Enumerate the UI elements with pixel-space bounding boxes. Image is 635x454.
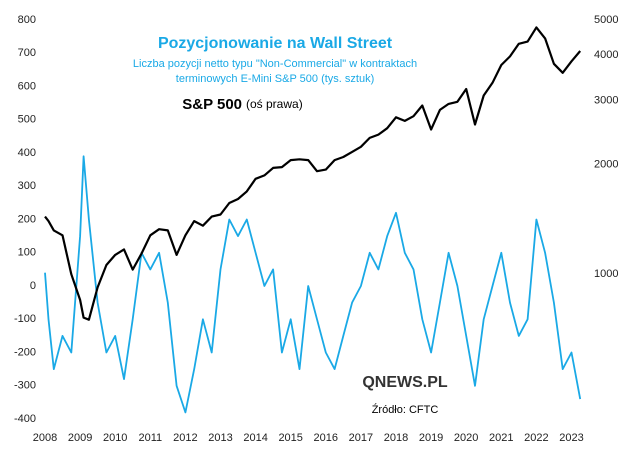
y-tick-label: 500 bbox=[18, 114, 36, 126]
series-line bbox=[44, 155, 582, 414]
series-label: S&P 500 bbox=[182, 96, 242, 113]
y-tick-label: -200 bbox=[14, 346, 36, 358]
source: Źródło: CFTC bbox=[372, 403, 439, 416]
y-tick-label: 100 bbox=[18, 247, 36, 259]
series-line bbox=[44, 26, 582, 321]
x-tick-label: 2016 bbox=[314, 432, 338, 444]
y-tick-label: 0 bbox=[30, 280, 36, 292]
x-tick-label: 2022 bbox=[524, 432, 548, 444]
x-tick-label: 2019 bbox=[419, 432, 443, 444]
x-tick-label: 2015 bbox=[278, 432, 302, 444]
x-tick-label: 2011 bbox=[138, 432, 162, 444]
x-tick-label: 2023 bbox=[559, 432, 583, 444]
y-tick-label: 700 bbox=[18, 47, 36, 59]
x-tick-label: 2013 bbox=[208, 432, 232, 444]
subtitle: terminowych E-Mini S&P 500 (tys. sztuk) bbox=[176, 73, 374, 85]
y2-tick-label: 5000 bbox=[594, 14, 618, 26]
annotation: (oś prawa) bbox=[246, 97, 303, 111]
y-tick-label: 300 bbox=[18, 180, 36, 192]
x-tick-label: 2008 bbox=[33, 432, 57, 444]
y2-tick-label: 1000 bbox=[594, 268, 618, 280]
y2-tick-label: 4000 bbox=[594, 49, 618, 61]
y-tick-label: -400 bbox=[14, 413, 36, 425]
y-tick-label: 400 bbox=[18, 147, 36, 159]
x-tick-label: 2009 bbox=[68, 432, 92, 444]
x-tick-label: 2010 bbox=[103, 432, 127, 444]
y-tick-label: 800 bbox=[18, 14, 36, 26]
x-tick-label: 2021 bbox=[489, 432, 513, 444]
y2-tick-label: 3000 bbox=[594, 95, 618, 107]
x-tick-label: 2018 bbox=[384, 432, 408, 444]
y-tick-label: 200 bbox=[18, 213, 36, 225]
x-tick-label: 2020 bbox=[454, 432, 478, 444]
y2-tick-label: 2000 bbox=[594, 159, 618, 171]
x-tick-label: 2017 bbox=[349, 432, 373, 444]
subtitle: Liczba pozycji netto typu "Non-Commercia… bbox=[133, 58, 417, 70]
chart-title: Pozycjonowanie na Wall Street bbox=[158, 35, 393, 52]
x-tick-label: 2012 bbox=[173, 432, 197, 444]
y-tick-label: 600 bbox=[18, 80, 36, 92]
x-tick-label: 2014 bbox=[243, 432, 267, 444]
y-tick-label: -100 bbox=[14, 313, 36, 325]
y-tick-label: -300 bbox=[14, 380, 36, 392]
logo: QNEWS.PL bbox=[362, 374, 448, 391]
